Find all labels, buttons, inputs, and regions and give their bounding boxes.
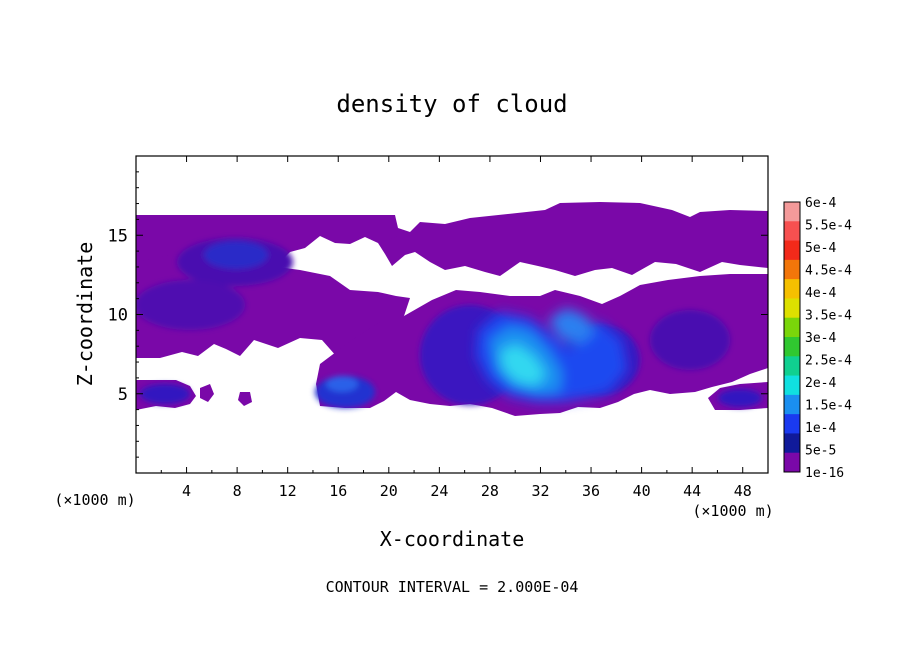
cloud-small-blob-a bbox=[200, 384, 214, 402]
colorbar-label: 3e-4 bbox=[805, 331, 836, 346]
peak-level-2e4 bbox=[500, 344, 546, 386]
colorbar-label: 4.5e-4 bbox=[805, 264, 852, 279]
x-axis-ticks: 4 8 12 16 20 24 28 32 36 40 44 48 bbox=[160, 156, 752, 500]
colorbar-swatch bbox=[784, 240, 800, 261]
colorbar: 6e-4 5.5e-4 5e-4 4.5e-4 4e-4 3.5e-4 3e-4 2.5e-4… bbox=[783, 196, 852, 481]
x-unit-label-left: (×1000 m) bbox=[54, 491, 135, 509]
colorbar-swatch bbox=[784, 414, 800, 434]
contour-interval-note: CONTOUR INTERVAL = 2.000E-04 bbox=[326, 578, 579, 596]
colorbar-swatch bbox=[784, 356, 800, 377]
x-tick-label: 8 bbox=[233, 482, 242, 500]
colorbar-label: 2e-4 bbox=[805, 376, 836, 391]
x-tick-label: 40 bbox=[633, 482, 651, 500]
chart-title: density of cloud bbox=[336, 90, 567, 118]
colorbar-swatch bbox=[784, 317, 800, 338]
x-tick-label: 12 bbox=[279, 482, 297, 500]
colorbar-label: 3.5e-4 bbox=[805, 309, 852, 324]
colorbar-swatch bbox=[784, 202, 800, 222]
cloud-upper-band bbox=[136, 202, 768, 300]
x-tick-label: 24 bbox=[430, 482, 448, 500]
colorbar-label: 5e-4 bbox=[805, 241, 836, 256]
y-tick-label: 15 bbox=[108, 226, 128, 246]
core-level-1e4-low bbox=[326, 376, 358, 392]
colorbar-swatch bbox=[784, 337, 800, 357]
colorbar-label: 1e-4 bbox=[805, 421, 836, 436]
x-tick-label: 20 bbox=[380, 482, 398, 500]
colorbar-label: 2.5e-4 bbox=[805, 354, 852, 369]
colorbar-label: 1.5e-4 bbox=[805, 399, 852, 414]
plot-area bbox=[136, 202, 768, 416]
x-tick-label: 32 bbox=[531, 482, 549, 500]
colorbar-label: 5.5e-4 bbox=[805, 219, 852, 234]
colorbar-label: 5e-5 bbox=[805, 444, 836, 459]
colorbar-label: 6e-4 bbox=[805, 196, 836, 211]
colorbar-label: 1e-16 bbox=[805, 466, 844, 481]
core-level-5e5-east bbox=[650, 310, 730, 370]
x-tick-label: 28 bbox=[481, 482, 499, 500]
cloud-small-blob-c bbox=[380, 222, 398, 240]
cloud-peak-core bbox=[476, 308, 628, 402]
x-tick-label: 48 bbox=[734, 482, 752, 500]
x-tick-label: 36 bbox=[582, 482, 600, 500]
colorbar-swatch bbox=[784, 279, 800, 299]
colorbar-swatch bbox=[784, 375, 800, 396]
colorbar-swatch bbox=[784, 298, 800, 319]
colorbar-frame bbox=[783, 201, 801, 473]
core-level-1e4-left bbox=[204, 241, 268, 269]
x-tick-label: 4 bbox=[182, 482, 191, 500]
colorbar-swatch bbox=[784, 433, 800, 454]
y-tick-label: 5 bbox=[118, 385, 128, 405]
colorbar-swatch bbox=[784, 394, 800, 415]
core-level-5e5-lowright bbox=[718, 389, 762, 407]
x-unit-label-right: (×1000 m) bbox=[692, 502, 773, 520]
x-tick-label: 16 bbox=[329, 482, 347, 500]
colorbar-label: 4e-4 bbox=[805, 286, 836, 301]
y-axis-label: Z-coordinate bbox=[73, 242, 97, 387]
core-level-5e5-lowleft bbox=[140, 384, 190, 404]
x-tick-label: 44 bbox=[683, 482, 701, 500]
y-axis-ticks: 5 10 15 bbox=[108, 171, 768, 458]
y-tick-label: 10 bbox=[108, 306, 128, 326]
core-level-5e5-leftmid bbox=[136, 280, 245, 330]
colorbar-swatch bbox=[784, 452, 800, 473]
x-axis-label: X-coordinate bbox=[380, 527, 525, 551]
peak-level-1e4-upper bbox=[548, 308, 596, 344]
cloud-small-blob-b bbox=[238, 392, 252, 406]
colorbar-swatch bbox=[784, 259, 800, 280]
colorbar-swatch bbox=[784, 221, 800, 242]
